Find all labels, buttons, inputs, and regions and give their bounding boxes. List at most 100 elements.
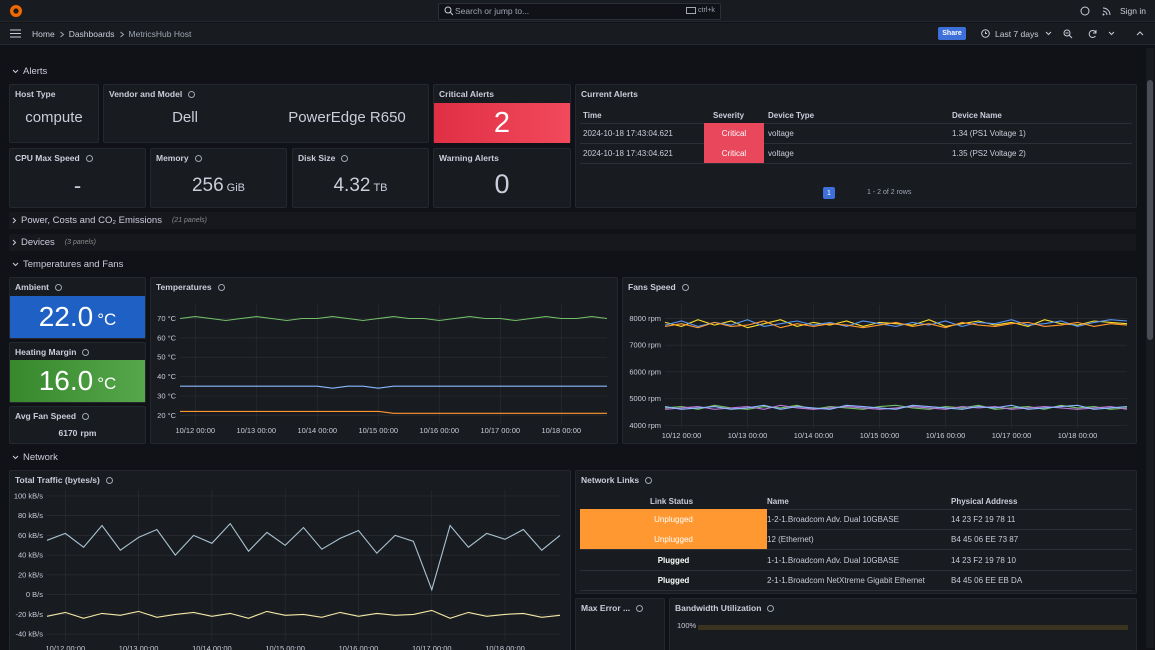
table-cell: Unplugged [580,509,767,529]
y-tick-label: 50 °C [157,353,176,362]
collapse-icon[interactable] [1136,31,1144,36]
row-header[interactable]: Temperatures and Fans [12,259,123,270]
title-text: Vendor and Model [109,89,183,99]
help-icon[interactable] [1080,6,1090,16]
breadcrumb[interactable]: Home [32,29,55,39]
chevron [12,262,19,267]
title-text: Fans Speed [628,282,676,292]
info-icon[interactable] [636,604,644,612]
column-header[interactable]: Device Name [952,110,1002,120]
x-tick-label: 10/13 00:00 [119,644,159,650]
y-tick-label: 4000 rpm [629,421,661,430]
search-box[interactable] [438,3,721,20]
chevron [12,455,19,460]
y-tick-label: 40 kB/s [18,551,43,560]
x-tick-label: 10/13 00:00 [236,426,276,435]
value-number: 22.0 [38,301,94,332]
column-header[interactable]: Link Status [649,496,694,506]
row-title: Devices [21,237,55,248]
clock-icon [981,29,990,38]
search-shortcut: ctrl+k [698,7,715,14]
page-button[interactable]: 1 [823,187,835,199]
title-text: Current Alerts [581,89,638,99]
column-header[interactable]: Physical Address [951,496,1018,506]
sign-in[interactable]: Sign in [1120,6,1146,16]
value-unit: °C [97,310,117,329]
stat-panel: CPU Max Speed - [9,148,146,208]
info-icon[interactable] [341,154,349,162]
column-header[interactable]: Time [583,110,602,120]
chevron [59,31,64,37]
panel-title: Vendor and Model [109,89,196,99]
stat-panel: Ambient 22.0 °C [9,277,146,339]
stat-value: compute [25,109,83,126]
panel-title: Warning Alerts [439,153,499,163]
logo[interactable] [9,4,23,18]
series-line [180,410,607,414]
refresh-chevron[interactable] [1108,31,1115,36]
refresh-icon[interactable] [1088,29,1098,39]
info-icon[interactable] [217,283,225,291]
share-button[interactable]: Share [938,27,966,40]
info-icon[interactable] [105,476,113,484]
row-divider [580,549,1132,550]
x-tick-label: 10/13 00:00 [728,431,768,440]
panel-title: Heating Margin [15,347,90,357]
info-icon[interactable] [681,283,689,291]
y-tick-label: -20 kB/s [15,610,43,619]
info-icon[interactable] [85,154,93,162]
title-text: Critical Alerts [439,89,494,99]
info-icon[interactable] [82,348,90,356]
y-tick-label: 70 °C [157,314,176,323]
breadcrumb[interactable]: Dashboards [68,29,115,39]
panel-title: Temperatures [156,282,225,292]
x-tick-label: 10/17 00:00 [480,426,520,435]
row-header[interactable]: Power, Costs and CO₂ Emissions (21 panels… [12,215,207,226]
series-line [664,404,1128,410]
rss-icon[interactable] [1102,6,1112,16]
stat-panel: Disk Size 4.32 TB [292,148,429,208]
x-tick-label: 10/17 00:00 [412,644,452,650]
panel-title: Fans Speed [628,282,689,292]
table-cell: 2-1-1.Broadcom NetXtreme Gigabit Etherne… [767,575,925,585]
menu-icon[interactable] [10,29,21,38]
info-icon[interactable] [82,412,90,420]
table-cell: 2024-10-18 17:43:04.621 [583,128,673,138]
chevron [12,217,17,224]
row-header[interactable]: Network [12,452,58,463]
stat-value: PowerEdge R650 [288,109,406,126]
table-cell: B4 45 06 EE EB DA [951,575,1023,585]
column-header[interactable]: Device Type [768,110,815,120]
info-icon[interactable] [194,154,202,162]
value-unit: rpm [80,428,97,438]
info-icon[interactable] [55,283,62,291]
time-range-picker[interactable]: Last 7 days [995,29,1039,39]
info-icon[interactable] [188,90,196,98]
row-title: Alerts [23,66,48,77]
value-number: 6170 [58,428,78,438]
collapsed-row [9,212,1136,229]
table-cell: Unplugged [580,529,767,549]
value-number: 4.32 [333,175,371,196]
info-icon[interactable] [767,604,775,612]
header-divider [580,123,1132,124]
fans-speed-chart: 4000 rpm 5000 rpm 6000 rpm 7000 rpm 8000 rpm… [629,305,1128,440]
bargauge-panel: Bandwidth Utilization 100% [669,598,1137,650]
info-icon[interactable] [645,476,653,484]
value-number: 16.0 [38,365,94,396]
prev-page[interactable] [801,187,813,199]
scrollbar-thumb[interactable] [1147,80,1153,340]
header-divider [580,509,1132,510]
search-icon [444,6,454,16]
y-tick-label: 60 kB/s [18,531,43,540]
column-header[interactable]: Name [767,496,789,506]
dropdown-chevron[interactable] [1045,31,1052,36]
table-cell: 1-2-1.Broadcom Adv. Dual 10GBASE [767,514,899,524]
panel-title: Bandwidth Utilization [675,603,775,613]
zoom-out-icon[interactable] [1063,29,1073,39]
row-header[interactable]: Alerts [12,66,47,77]
title-text: Temperatures [156,282,212,292]
column-header[interactable]: Severity [713,110,745,120]
row-header[interactable]: Devices (3 panels) [12,237,96,248]
